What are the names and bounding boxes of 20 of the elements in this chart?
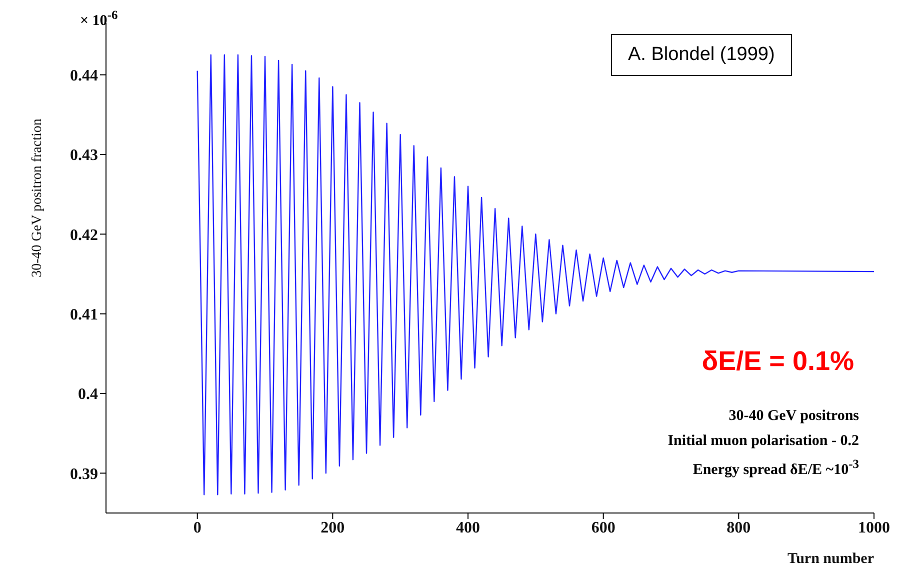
annotation: Energy spread δE/E ~10$^{-3}$ [692,457,859,479]
y-tick-label: 0.43 [70,147,98,164]
annotation: A. Blondel (1999) [611,34,792,76]
y-tick-label: 0.41 [70,306,98,324]
y-tick-label: 0.39 [70,466,98,483]
y-tick-label: 0.42 [70,226,98,244]
x-axis-title: Turn number [787,551,874,567]
x-tick-label: 200 [320,519,345,536]
y-tick-label: 0.4 [78,386,98,404]
x-tick-label: 400 [456,519,480,536]
annotation: Initial muon polarisation - 0.2 [668,433,859,450]
annotation: 30-40 GeV positrons [728,408,859,425]
y-tick-label: 0.44 [70,67,98,84]
x-tick-label: 1000 [858,519,890,536]
x-tick-label: 600 [591,519,616,536]
annotation: × 10$^{-6}$ [80,8,118,30]
x-tick-label: 0 [193,519,202,536]
annotation: δE/E = 0.1% [702,346,854,377]
x-tick-label: 800 [726,519,751,536]
y-axis-title: 30-40 GeV positron fraction [30,118,45,278]
